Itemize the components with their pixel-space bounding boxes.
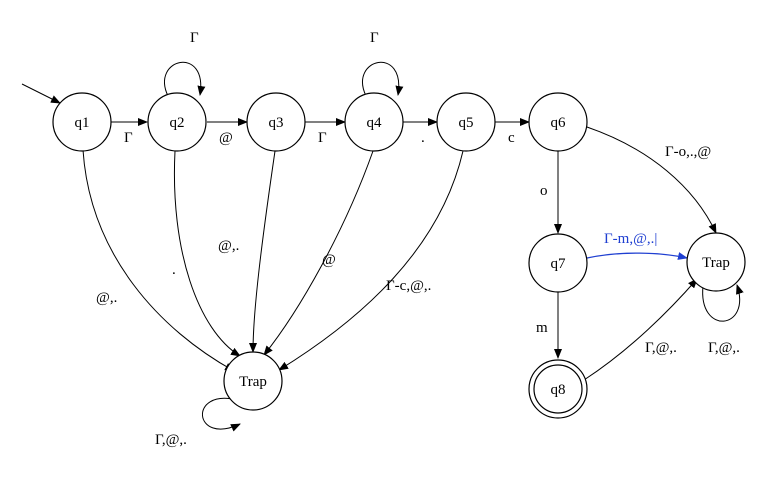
loop-trap-left (201, 397, 241, 432)
edge-q6-trap (583, 125, 717, 234)
edge-q1-trap (82, 149, 235, 372)
label-q3-trap: @,. (218, 238, 239, 254)
state-q1: q1 (52, 92, 112, 152)
label-q5-q6: c (508, 130, 515, 146)
state-label: q6 (551, 115, 567, 131)
label-q3-q4: Γ (318, 130, 327, 146)
label-q4-trap: @ (322, 252, 336, 268)
state-q7: q7 (528, 233, 588, 293)
state-q2: q2 (147, 92, 207, 152)
label-q5-trap: Γ-c,@,. (386, 278, 431, 294)
label-trap-left-loop: Γ,@,. (155, 432, 187, 448)
state-label: q1 (75, 115, 90, 131)
loop-trap-right (702, 284, 744, 322)
state-label: q8 (551, 382, 566, 398)
state-trap-left: Trap (223, 351, 283, 411)
state-trap-right: Trap (686, 232, 746, 292)
loop-q4 (362, 61, 404, 97)
state-label: q4 (367, 115, 383, 131)
state-q5: q5 (436, 92, 496, 152)
label-q6-trap: Γ-o,.,@ (665, 144, 711, 160)
state-label: q2 (170, 115, 185, 131)
state-q8-accepting: q8 (528, 359, 588, 419)
state-label: q7 (551, 256, 567, 272)
label-q7-q8: m (536, 320, 548, 336)
edge-q2-trap (173, 150, 241, 357)
label-q1-q2: Γ (124, 130, 133, 146)
state-q4: q4 (344, 92, 404, 152)
label-q7-trap: Γ-m,@,.| (604, 231, 657, 247)
state-label: q5 (459, 115, 474, 131)
label-q4-loop: Γ (370, 30, 379, 46)
label-trap-right-loop: Γ,@,. (708, 340, 740, 356)
state-label: q3 (269, 115, 284, 131)
edge-q8-trap (583, 278, 698, 381)
state-q3: q3 (246, 92, 306, 152)
loop-q2 (164, 61, 206, 97)
label-q4-q5: . (421, 130, 425, 146)
label-q2-loop: Γ (190, 30, 199, 46)
label-q2-q3: @ (219, 130, 233, 146)
label-q6-q7: o (540, 183, 548, 199)
edge-q5-trap (278, 150, 464, 371)
start-arrow (21, 83, 61, 104)
edge-q4-trap (263, 150, 374, 356)
edge-q3-trap (249, 150, 276, 353)
edge-q7-trap (586, 252, 688, 260)
label-q2-trap: . (172, 262, 176, 278)
label-q1-trap: @,. (96, 290, 117, 306)
state-label: Trap (702, 255, 730, 271)
state-label: Trap (239, 374, 267, 390)
state-q6: q6 (528, 92, 588, 152)
label-q8-trap: Γ,@,. (645, 340, 677, 356)
